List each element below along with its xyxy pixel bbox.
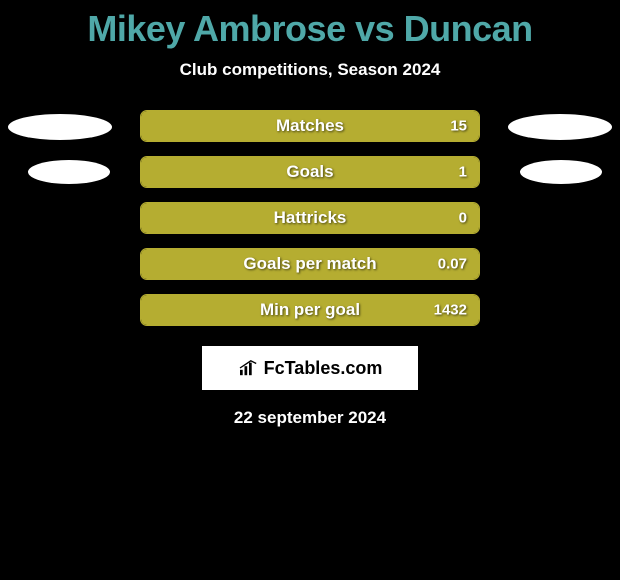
player-left-marker xyxy=(8,114,112,140)
stat-row: Goals per match 0.07 xyxy=(0,248,620,282)
stat-value: 1432 xyxy=(434,302,467,319)
date-label: 22 september 2024 xyxy=(0,408,620,428)
page-title: Mikey Ambrose vs Duncan xyxy=(0,0,620,50)
player-right-marker xyxy=(508,114,612,140)
stat-label: Hattricks xyxy=(141,208,479,228)
player-right-marker xyxy=(520,160,602,184)
stat-bar: Matches 15 xyxy=(140,110,480,142)
logo-text: FcTables.com xyxy=(264,358,383,379)
comparison-chart: Matches 15 Goals 1 Hattricks 0 Goals per… xyxy=(0,110,620,328)
chart-icon xyxy=(238,359,260,377)
page-subtitle: Club competitions, Season 2024 xyxy=(0,60,620,80)
stat-label: Goals per match xyxy=(141,254,479,274)
stat-value: 0 xyxy=(459,210,467,227)
stat-row: Hattricks 0 xyxy=(0,202,620,236)
player-left-marker xyxy=(28,160,110,184)
stat-value: 15 xyxy=(450,118,467,135)
stat-value: 1 xyxy=(459,164,467,181)
stat-bar: Goals 1 xyxy=(140,156,480,188)
stat-bar: Goals per match 0.07 xyxy=(140,248,480,280)
source-logo: FcTables.com xyxy=(202,346,418,390)
stat-label: Min per goal xyxy=(141,300,479,320)
stat-row: Goals 1 xyxy=(0,156,620,190)
stat-value: 0.07 xyxy=(438,256,467,273)
stat-bar: Hattricks 0 xyxy=(140,202,480,234)
logo-inner: FcTables.com xyxy=(238,358,383,379)
stat-row: Min per goal 1432 xyxy=(0,294,620,328)
stat-label: Matches xyxy=(141,116,479,136)
stat-bar: Min per goal 1432 xyxy=(140,294,480,326)
stat-label: Goals xyxy=(141,162,479,182)
stat-row: Matches 15 xyxy=(0,110,620,144)
